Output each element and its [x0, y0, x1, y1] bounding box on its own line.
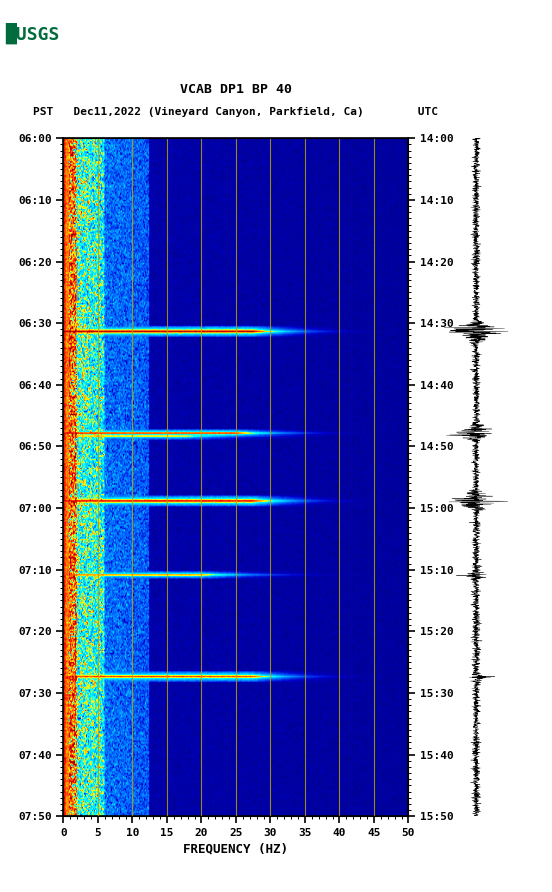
- Text: PST   Dec11,2022 (Vineyard Canyon, Parkfield, Ca)        UTC: PST Dec11,2022 (Vineyard Canyon, Parkfie…: [34, 106, 438, 117]
- Text: █USGS: █USGS: [6, 22, 60, 44]
- X-axis label: FREQUENCY (HZ): FREQUENCY (HZ): [183, 842, 289, 855]
- Text: VCAB DP1 BP 40: VCAB DP1 BP 40: [180, 83, 292, 95]
